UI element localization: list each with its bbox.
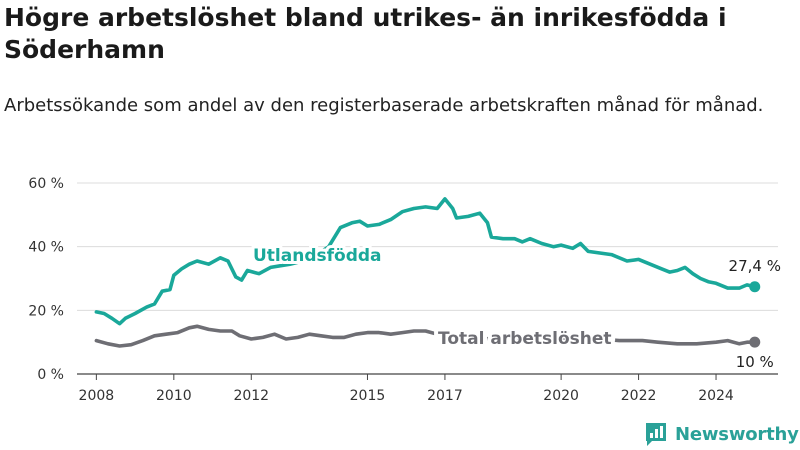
- newsworthy-logo[interactable]: Newsworthy: [644, 419, 799, 449]
- x-tick-label: 2022: [621, 388, 657, 404]
- series-end-marker-foreign-born: [749, 281, 761, 293]
- y-tick-label: 20 %: [28, 303, 64, 319]
- series-end-marker-total: [749, 336, 761, 348]
- series-label-total: Total arbetslöshet: [438, 329, 612, 349]
- chart-subtitle: Arbetssökande som andel av den registerb…: [4, 95, 764, 116]
- x-tick-label: 2015: [350, 388, 386, 404]
- x-tick-label: 2012: [233, 388, 269, 404]
- x-tick-label: 2020: [543, 388, 579, 404]
- y-tick-label: 60 %: [28, 176, 64, 192]
- end-value-label-foreign-born: 27,4 %: [729, 257, 781, 275]
- brand-name: Newsworthy: [675, 423, 799, 445]
- end-value-label-total: 10 %: [736, 353, 774, 371]
- x-tick-label: 2024: [698, 388, 734, 404]
- chart-title: Högre arbetslöshet bland utrikes- än inr…: [4, 3, 727, 64]
- series-line-foreign-born: [94, 197, 757, 326]
- series-label-foreign-born: Utlandsfödda: [253, 246, 382, 266]
- series-line-total: [94, 324, 757, 348]
- y-tick-label: 0 %: [37, 367, 64, 383]
- x-tick-label: 2010: [156, 388, 192, 404]
- x-tick-label: 2008: [79, 388, 115, 404]
- bar-chart-logo-icon: [646, 423, 666, 446]
- y-tick-label: 40 %: [28, 240, 64, 256]
- x-tick-label: 2017: [427, 388, 463, 404]
